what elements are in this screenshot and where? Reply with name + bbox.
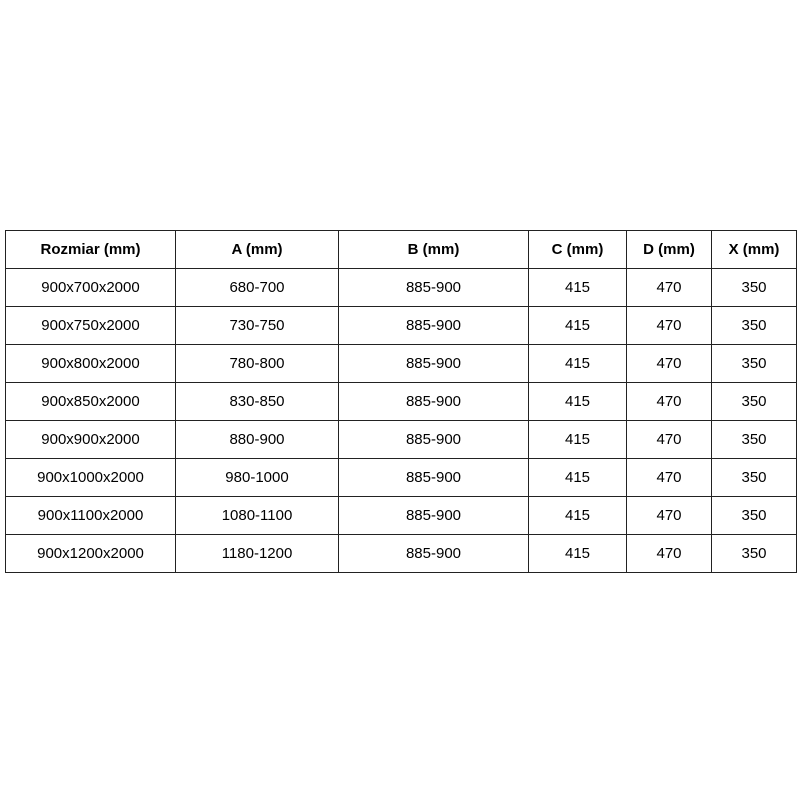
cell-size: 900x1200x2000 [5,534,176,573]
column-header-d: D (mm) [626,230,712,269]
table-row: 900x800x2000 780-800 885-900 415 470 350 [5,344,797,383]
cell-size: 900x750x2000 [5,306,176,345]
cell-x: 350 [711,306,797,345]
cell-b: 885-900 [338,534,529,573]
cell-d: 470 [626,382,712,421]
cell-d: 470 [626,344,712,383]
cell-size: 900x700x2000 [5,268,176,307]
table-row: 900x1200x2000 1180-1200 885-900 415 470 350 [5,534,797,573]
table-row: 900x700x2000 680-700 885-900 415 470 350 [5,268,797,307]
cell-x: 350 [711,458,797,497]
cell-x: 350 [711,344,797,383]
cell-d: 470 [626,458,712,497]
cell-x: 350 [711,534,797,573]
cell-b: 885-900 [338,382,529,421]
cell-d: 470 [626,496,712,535]
column-header-size: Rozmiar (mm) [5,230,176,269]
table-row: 900x1000x2000 980-1000 885-900 415 470 350 [5,458,797,497]
cell-b: 885-900 [338,420,529,459]
cell-size: 900x800x2000 [5,344,176,383]
cell-x: 350 [711,496,797,535]
cell-d: 470 [626,268,712,307]
cell-d: 470 [626,534,712,573]
cell-c: 415 [528,344,627,383]
cell-b: 885-900 [338,268,529,307]
cell-c: 415 [528,306,627,345]
cell-c: 415 [528,458,627,497]
table-row: 900x850x2000 830-850 885-900 415 470 350 [5,382,797,421]
cell-a: 830-850 [175,382,339,421]
cell-a: 1080-1100 [175,496,339,535]
column-header-x: X (mm) [711,230,797,269]
cell-c: 415 [528,420,627,459]
dimensions-table: Rozmiar (mm) A (mm) B (mm) C (mm) D (mm) X (m… [5,230,797,573]
cell-b: 885-900 [338,306,529,345]
cell-x: 350 [711,268,797,307]
table-row: 900x1100x2000 1080-1100 885-900 415 470 350 [5,496,797,535]
column-header-c: C (mm) [528,230,627,269]
cell-b: 885-900 [338,458,529,497]
cell-x: 350 [711,382,797,421]
header-row: Rozmiar (mm) A (mm) B (mm) C (mm) D (mm) X (m… [5,230,797,269]
column-header-a: A (mm) [175,230,339,269]
cell-a: 780-800 [175,344,339,383]
cell-size: 900x1100x2000 [5,496,176,535]
cell-c: 415 [528,268,627,307]
cell-x: 350 [711,420,797,459]
cell-d: 470 [626,306,712,345]
cell-a: 680-700 [175,268,339,307]
cell-d: 470 [626,420,712,459]
cell-c: 415 [528,534,627,573]
cell-size: 900x850x2000 [5,382,176,421]
cell-a: 980-1000 [175,458,339,497]
cell-size: 900x1000x2000 [5,458,176,497]
cell-a: 880-900 [175,420,339,459]
cell-c: 415 [528,382,627,421]
cell-a: 730-750 [175,306,339,345]
cell-c: 415 [528,496,627,535]
cell-size: 900x900x2000 [5,420,176,459]
cell-b: 885-900 [338,496,529,535]
cell-b: 885-900 [338,344,529,383]
table-row: 900x750x2000 730-750 885-900 415 470 350 [5,306,797,345]
column-header-b: B (mm) [338,230,529,269]
table-row: 900x900x2000 880-900 885-900 415 470 350 [5,420,797,459]
cell-a: 1180-1200 [175,534,339,573]
